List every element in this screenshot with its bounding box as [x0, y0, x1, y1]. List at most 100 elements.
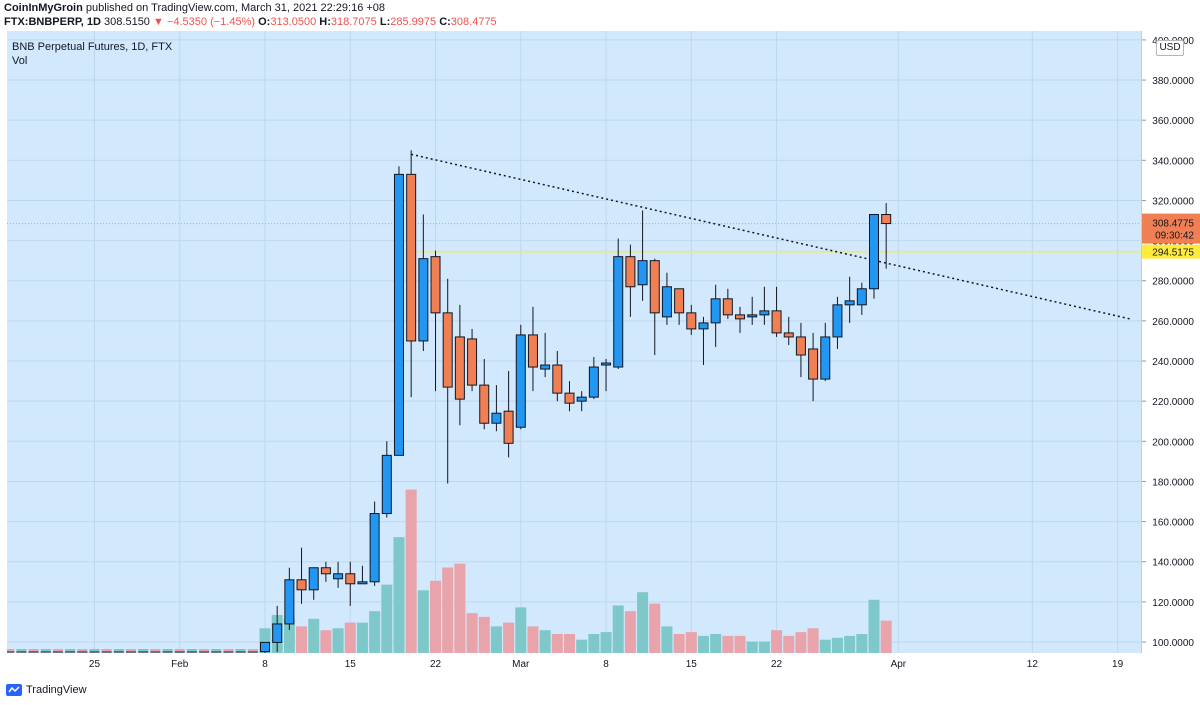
volume-bar — [296, 626, 308, 653]
tradingview-icon — [6, 684, 22, 696]
volume-bar — [819, 639, 831, 653]
time-axis[interactable]: 25 Feb 8 15 22 Mar 8 15 22 Apr 12 19 — [7, 653, 1141, 677]
volume-bar — [259, 628, 271, 653]
volume-bar — [478, 616, 490, 653]
trendline — [410, 153, 1130, 320]
tradingview-logo[interactable]: TradingView — [6, 684, 87, 696]
candle-body — [808, 348, 819, 380]
volume-bar — [40, 649, 51, 652]
volume-bar — [600, 632, 612, 653]
time-tick-label: 19 — [1112, 659, 1124, 670]
publish-info: published on TradingView.com, March 31, … — [85, 2, 386, 14]
price-axis-svg: 400.0000380.0000360.0000340.0000320.0000… — [1142, 36, 1200, 649]
candle-body — [491, 412, 502, 424]
volume-bar — [4, 649, 15, 652]
time-tick-label: 25 — [89, 659, 101, 670]
chart-legend: BNB Perpetual Futures, 1D, FTX Vol — [12, 40, 172, 68]
high-value: 318.7075 — [330, 16, 377, 28]
candle-body — [735, 314, 746, 320]
volume-bar — [746, 641, 758, 653]
volume-bar — [430, 580, 442, 653]
candle-body — [576, 396, 587, 402]
candle-body — [357, 581, 368, 585]
volume-bar — [442, 567, 454, 653]
legend-title[interactable]: BNB Perpetual Futures, 1D, FTX — [12, 41, 173, 53]
candle-body — [869, 214, 879, 290]
volume-bar — [28, 649, 39, 652]
candle-body — [747, 314, 758, 318]
volume-bar — [199, 649, 210, 652]
price-tick-label: 200.0000 — [1152, 437, 1194, 448]
volume-bar — [320, 630, 332, 653]
volume-bar — [856, 634, 868, 653]
candle-body — [296, 579, 307, 591]
time-tick-label: 8 — [262, 659, 268, 670]
candle-body — [674, 288, 685, 314]
volume-bar — [52, 649, 63, 652]
volume-bar — [880, 620, 892, 653]
volume-bar — [771, 630, 783, 653]
candle-body — [369, 513, 380, 583]
close-label: C: — [439, 16, 451, 28]
volume-bar — [564, 634, 575, 653]
legend-volume[interactable]: Vol — [12, 55, 28, 67]
volume-bar — [186, 649, 197, 652]
candle-body — [601, 362, 612, 366]
time-tick-label: 12 — [1027, 659, 1039, 670]
open-label: O: — [258, 16, 271, 28]
level-tag-value: 294.5175 — [1152, 248, 1194, 259]
time-tick-label: 22 — [430, 659, 442, 670]
volume-bar — [795, 632, 807, 653]
price-axis[interactable]: 400.0000380.0000360.0000340.0000320.0000… — [1141, 31, 1200, 653]
candle-body — [783, 332, 794, 338]
volume-bar — [576, 639, 588, 653]
chart-header: CoinInMyGroin published on TradingView.c… — [0, 0, 1200, 30]
brand-name: TradingView — [26, 684, 87, 696]
volume-bar — [138, 649, 149, 652]
candle-body — [418, 258, 429, 342]
candle-body — [710, 298, 721, 324]
time-tick-label: Mar — [512, 659, 530, 670]
price-tick-label: 160.0000 — [1152, 518, 1194, 529]
volume-bar — [637, 592, 649, 653]
volume-bar — [539, 630, 551, 653]
candle-body — [552, 364, 563, 394]
volume-bar — [393, 537, 405, 653]
volume-bar — [783, 635, 795, 653]
time-tick-label: Apr — [891, 659, 907, 670]
candle-body — [832, 304, 843, 338]
volume-bar — [649, 603, 661, 653]
candle-body — [564, 392, 575, 404]
price-tick-label: 360.0000 — [1152, 116, 1194, 127]
volume-bar — [588, 634, 600, 653]
price-tick-label: 260.0000 — [1152, 317, 1194, 328]
volume-bar — [150, 649, 161, 652]
candle-body — [613, 256, 624, 368]
author-name[interactable]: CoinInMyGroin — [4, 2, 83, 14]
candle-body — [540, 364, 551, 370]
price-tick-label: 340.0000 — [1152, 156, 1194, 167]
chart-plot-area[interactable] — [4, 31, 1141, 655]
volume-bar — [344, 622, 356, 653]
price-tick-label: 240.0000 — [1152, 357, 1194, 368]
volume-bar — [515, 607, 527, 653]
candle-body — [686, 312, 697, 330]
footer: TradingView — [0, 677, 1200, 705]
volume-bar — [101, 649, 112, 652]
time-tick-label: 22 — [771, 659, 783, 670]
candlestick-chart[interactable] — [4, 31, 1141, 655]
volume-bar — [235, 649, 246, 652]
volume-bar — [527, 626, 539, 653]
candle-body — [381, 454, 392, 515]
volume-bar — [89, 649, 100, 652]
volume-bar — [211, 649, 222, 652]
volume-bar — [710, 634, 722, 653]
candle-body — [795, 336, 806, 356]
volume-bar — [697, 635, 709, 653]
price-tick-label: 120.0000 — [1152, 598, 1194, 609]
candle-body — [454, 336, 465, 400]
candle-body — [771, 310, 782, 334]
currency-button[interactable]: USD — [1156, 40, 1184, 56]
price-tick-label: 380.0000 — [1152, 76, 1194, 87]
price-tick-label: 180.0000 — [1152, 477, 1194, 488]
